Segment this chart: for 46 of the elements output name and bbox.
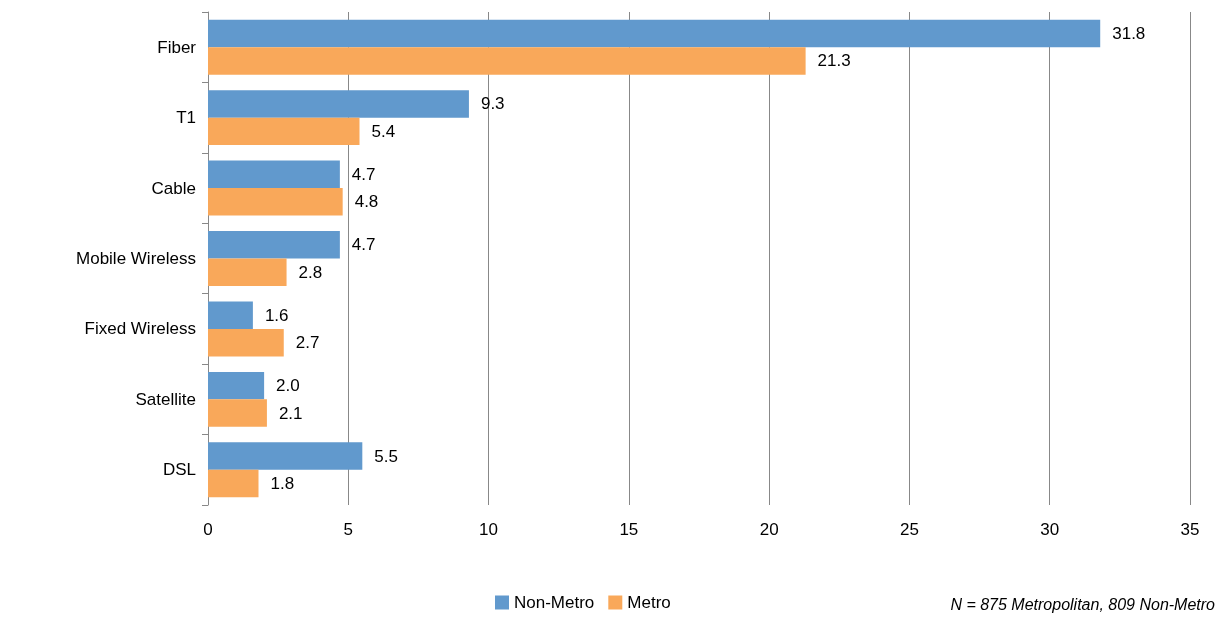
bar	[208, 258, 287, 286]
data-label: 5.5	[374, 446, 398, 466]
bar	[208, 19, 1101, 48]
legend-label: Metro	[627, 593, 671, 612]
y-tick-label: Cable	[151, 178, 196, 198]
x-tick-label: 30	[1040, 520, 1060, 539]
bar	[208, 442, 363, 470]
data-label: 9.3	[480, 94, 505, 114]
y-tick-label: Fixed Wireless	[84, 319, 196, 339]
data-label: 2.7	[295, 333, 320, 353]
bar	[208, 160, 340, 189]
data-label: 2.8	[298, 262, 323, 282]
x-tick-label: 0	[203, 520, 213, 539]
y-tick-label: Fiber	[157, 37, 197, 57]
legend-label: Non-Metro	[514, 593, 595, 612]
bar	[208, 399, 267, 427]
bar	[208, 328, 284, 357]
bar	[208, 231, 340, 259]
y-tick-label: Mobile Wireless	[76, 249, 196, 268]
bar	[208, 301, 253, 329]
data-label: 1.8	[270, 474, 295, 494]
data-label: 4.8	[354, 192, 379, 212]
data-label: 21.3	[817, 51, 851, 71]
data-label: 4.7	[351, 164, 376, 184]
y-tick-label: T1	[176, 108, 196, 128]
x-tick-label: 25	[899, 520, 919, 539]
bar	[208, 371, 265, 400]
y-tick-label: Satellite	[135, 389, 196, 409]
x-tick-label: 5	[343, 520, 354, 539]
data-label: 31.8	[1112, 23, 1146, 43]
x-tick-label: 10	[479, 520, 499, 539]
x-tick-label: 35	[1180, 520, 1200, 539]
data-label: 4.7	[351, 235, 376, 255]
x-tick-label: 15	[619, 520, 639, 539]
data-label: 1.6	[264, 305, 289, 325]
bar	[208, 90, 469, 118]
y-tick-label: DSL	[162, 460, 196, 480]
data-label: 5.4	[371, 121, 396, 141]
data-label: 2.1	[278, 403, 303, 423]
bar	[208, 469, 259, 498]
bar	[208, 47, 806, 75]
x-tick-label: 20	[759, 520, 779, 539]
text: N = 875 Metropolitan, 809 Non-Metro	[950, 595, 1216, 613]
bar	[208, 188, 343, 216]
data-label: 2.0	[276, 376, 300, 396]
bar	[208, 117, 360, 146]
